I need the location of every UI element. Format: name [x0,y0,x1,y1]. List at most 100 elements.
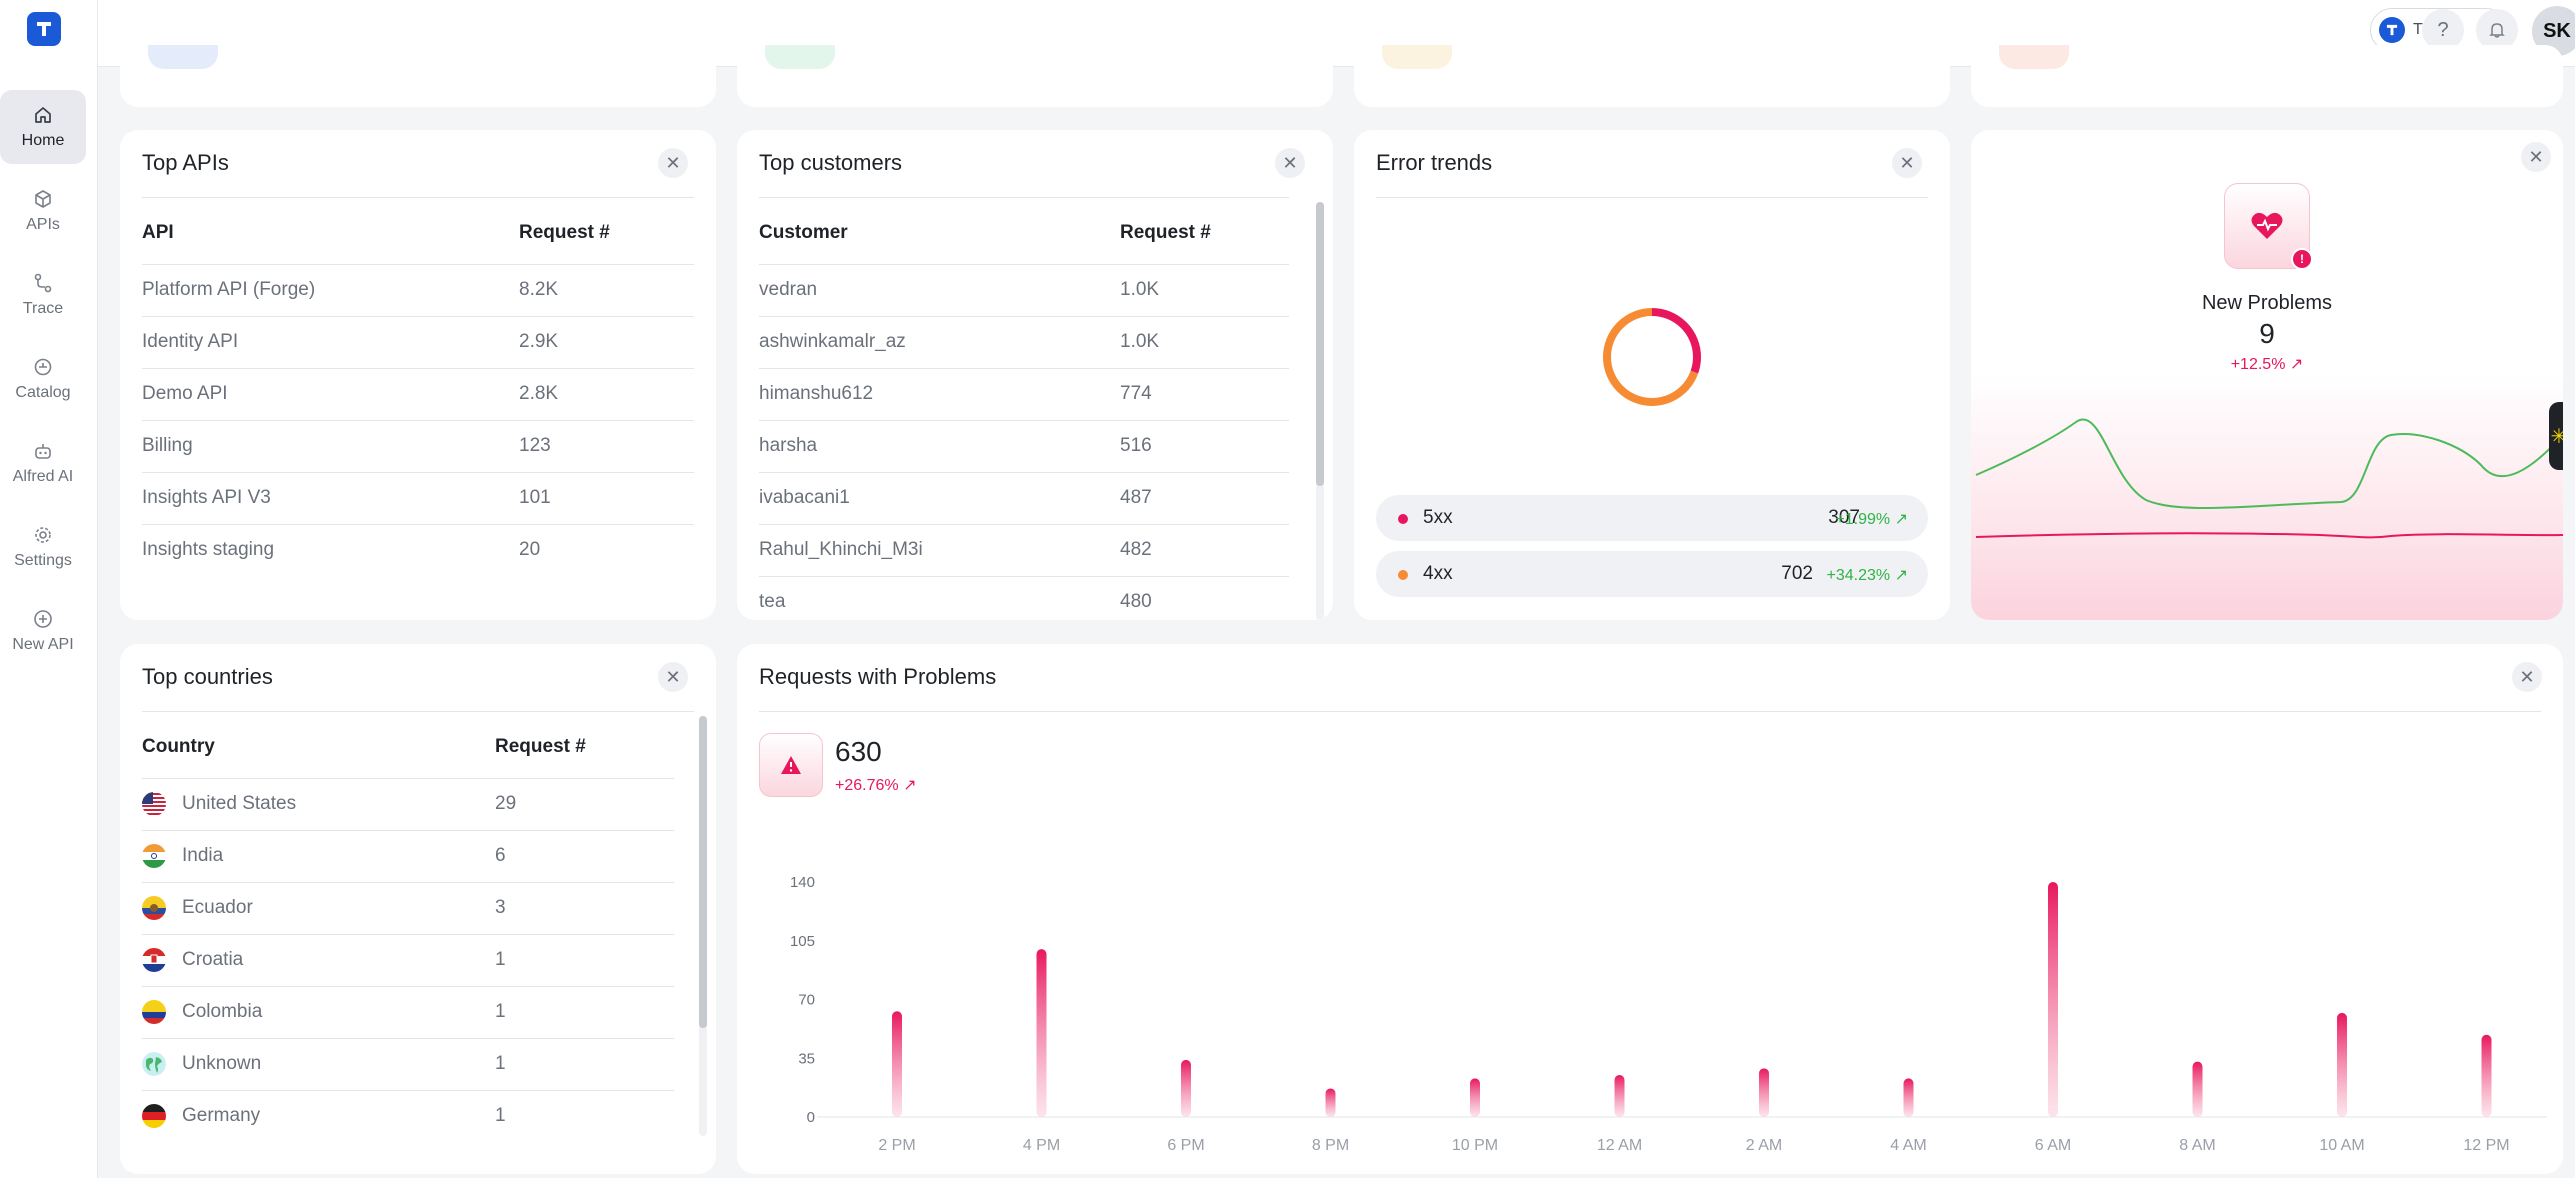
error-legend-5xx[interactable]: 5xx 307 +1.99% ↗ [1376,495,1928,541]
bar-6-pm[interactable] [1181,1059,1191,1117]
card-title: Requests with Problems [759,664,997,689]
bar-12-pm[interactable] [2481,1034,2492,1117]
table-row[interactable]: Platform API (Forge) 8.2K [142,264,694,316]
cell-requests: 20 [519,539,541,560]
cell-requests: 1.0K [1120,279,1160,300]
table-row[interactable]: himanshu612 774 [759,368,1289,420]
assistant-launcher-icon[interactable]: ✳ [2549,402,2563,470]
sidebar: Home APIs Trace Catalog Alfred AI Settin… [0,0,98,1178]
scrollbar-thumb[interactable] [1316,202,1324,486]
x-tick-label: 12 AM [1597,1137,1642,1154]
app-logo[interactable] [27,12,61,46]
close-button[interactable]: ✕ [2512,662,2542,692]
table-row[interactable]: Colombia 1 [142,986,674,1038]
cell-requests: 482 [1120,539,1152,560]
table-row[interactable]: tea 480 [759,576,1289,620]
table-row[interactable]: India 6 [142,830,674,882]
close-button[interactable]: ✕ [658,148,688,178]
bar-10-am[interactable] [2337,1012,2347,1117]
table-row[interactable]: United States 29 [142,778,674,830]
divider [142,197,694,198]
close-button[interactable]: ✕ [2521,142,2551,172]
legend-label: 4xx [1423,563,1453,584]
table-row[interactable]: Rahul_Khinchi_M3i 482 [759,524,1289,576]
croatia-flag-icon [142,948,166,972]
cell-country: Unknown [182,1053,262,1074]
table-row[interactable]: Croatia 1 [142,934,674,986]
bar-8-am[interactable] [2192,1061,2203,1117]
cell-requests: 123 [519,435,551,456]
scrollbar-thumb[interactable] [699,716,707,1028]
column-header: Customer [759,222,848,243]
close-icon: ✕ [665,152,681,173]
table-row[interactable]: ashwinkamalr_az 1.0K [759,316,1289,368]
table-row[interactable]: Unknown 1 [142,1038,674,1090]
cell-api: Insights staging [142,539,275,560]
top-countries-card: Top countries ✕ Country Request # United… [120,644,716,1174]
table-row[interactable]: Ecuador 3 [142,882,674,934]
y-tick-label: 70 [798,992,815,1009]
cell-requests: 6 [495,845,506,866]
bar-10-pm[interactable] [1470,1078,1480,1117]
cell-api: Identity API [142,331,239,352]
close-button[interactable]: ✕ [1275,148,1305,178]
sidebar-item-label: New API [12,636,74,653]
bar-8-pm[interactable] [1325,1088,1336,1117]
germany-flag-icon [142,1104,166,1128]
error-legend-4xx[interactable]: 4xx 702 +34.23% ↗ [1376,551,1928,597]
table-row[interactable]: vedran 1.0K [759,264,1289,316]
scrollbar[interactable] [699,716,707,1136]
new-problems-delta: +12.5% ↗ [2230,356,2304,373]
error-donut-chart [1603,308,1701,406]
sidebar-item-alfred-ai[interactable]: Alfred AI [0,426,86,500]
help-button[interactable]: ? [2422,9,2464,51]
cell-api: Insights API V3 [142,487,271,508]
bar-4-am[interactable] [1903,1078,1914,1117]
top-customers-card: Top customers ✕ Customer Request # vedra… [737,130,1333,620]
robot-icon [35,444,51,459]
table-row[interactable]: harsha 516 [759,420,1289,472]
x-tick-label: 2 PM [878,1137,915,1154]
sidebar-item-settings[interactable]: Settings [0,510,86,584]
sidebar-item-trace[interactable]: Trace [0,258,86,332]
sidebar-item-home[interactable]: Home [0,90,86,164]
sidebar-item-catalog[interactable]: Catalog [0,342,86,416]
requests-bar-chart: 0 35 70 105 140 2 PM 4 PM 6 PM 8 PM 10 PM 12 AM 2 A… [790,874,2547,1154]
notifications-button[interactable] [2476,9,2518,51]
legend-delta: +1.99% ↗ [1835,511,1908,528]
sidebar-item-apis[interactable]: APIs [0,174,86,248]
table-row[interactable]: Insights staging 20 [142,524,694,576]
table-row[interactable]: Billing 123 [142,420,694,472]
bar-12-am[interactable] [1614,1075,1625,1117]
divider [759,197,1289,198]
bar-2-pm[interactable] [892,1011,902,1117]
legend-dot [1398,570,1408,580]
scrollbar[interactable] [1316,202,1324,620]
cell-country: United States [182,793,297,814]
table-row[interactable]: Identity API 2.9K [142,316,694,368]
us-flag-icon [142,792,166,816]
cell-country: India [182,845,224,866]
x-tick-label: 4 PM [1023,1137,1060,1154]
cell-country: Ecuador [182,897,253,918]
table-row[interactable]: ivabacani1 487 [759,472,1289,524]
sidebar-item-new-api[interactable]: New API [0,594,86,668]
x-tick-label: 10 PM [1452,1137,1498,1154]
y-tick-label: 35 [798,1050,815,1067]
alert-badge-icon: ! [2291,248,2313,270]
bar-4-pm[interactable] [1036,949,1047,1117]
table-row[interactable]: Demo API 2.8K [142,368,694,420]
bar-6-am[interactable] [2048,882,2058,1117]
close-button[interactable]: ✕ [1892,148,1922,178]
x-tick-label: 10 AM [2319,1137,2364,1154]
close-icon: ✕ [2519,666,2535,687]
cell-customer: ashwinkamalr_az [759,331,906,352]
bar-2-am[interactable] [1759,1068,1769,1117]
table-row[interactable]: Germany 1 [142,1090,674,1142]
top-apis-card: Top APIs ✕ API Request # Platform API (F… [120,130,716,620]
trace-icon [34,273,52,293]
table-row[interactable]: Insights API V3 101 [142,472,694,524]
stat-card-partial-2 [737,45,1333,107]
y-tick-label: 140 [790,874,815,891]
close-button[interactable]: ✕ [658,662,688,692]
